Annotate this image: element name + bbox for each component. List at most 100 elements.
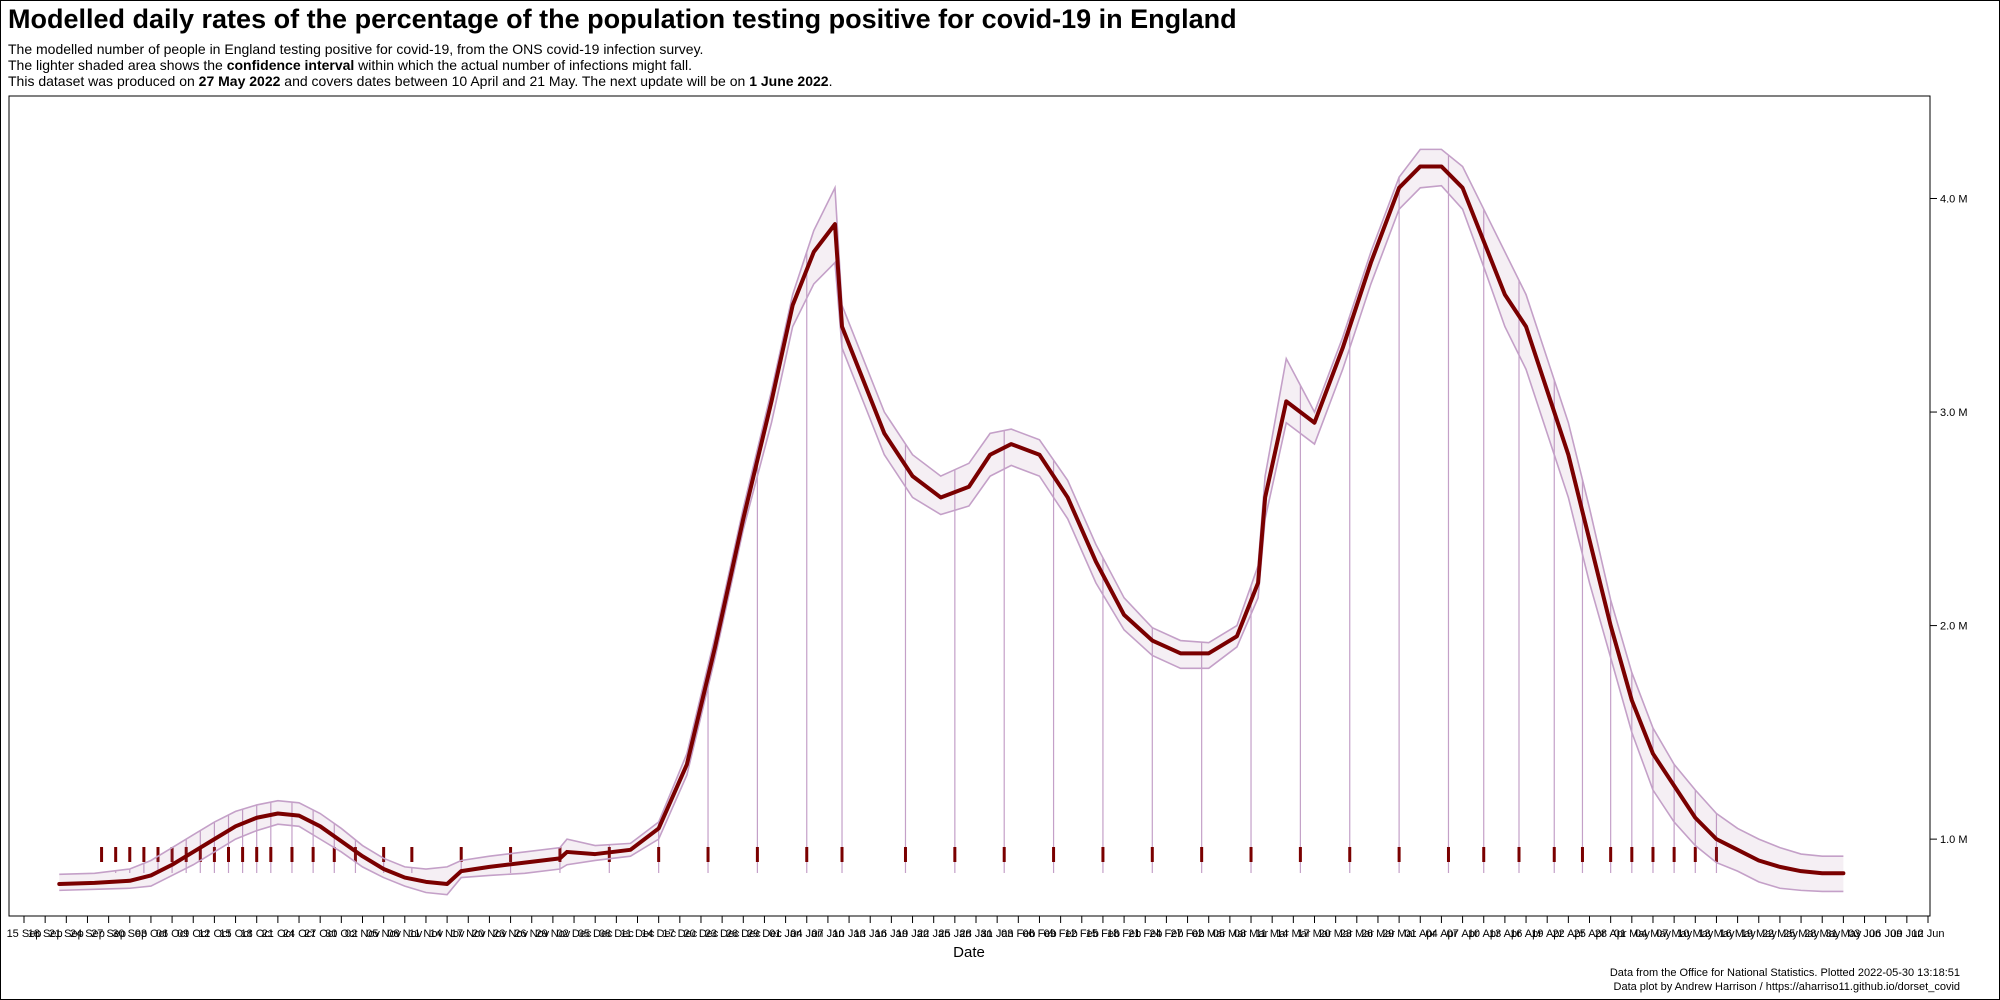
x-tick-label: 18 Feb bbox=[1107, 928, 1141, 940]
x-tick-label: 14 Nov bbox=[430, 928, 465, 940]
footer-credit: Data plot by Andrew Harrison / https://a… bbox=[1613, 981, 1960, 993]
x-tick-label: 01 Apr bbox=[1404, 928, 1436, 940]
x-tick-label: 12 Jun bbox=[1911, 928, 1944, 940]
x-tick-label: 26 Nov bbox=[514, 928, 549, 940]
x-tick-label: 14 Dec bbox=[641, 928, 676, 940]
x-tick-label: 23 Nov bbox=[493, 928, 528, 940]
x-tick-label: 02 Dec bbox=[557, 928, 592, 940]
x-tick-label: 20 Nov bbox=[472, 928, 507, 940]
ci-lower-line bbox=[59, 184, 1844, 896]
x-tick-label: 22 May bbox=[1762, 928, 1799, 940]
x-tick-label: 15 Feb bbox=[1086, 928, 1120, 940]
x-tick-label: 13 Apr bbox=[1489, 928, 1521, 940]
x-tick-label: 29 Mar bbox=[1382, 928, 1417, 940]
x-tick-label: 19 May bbox=[1741, 928, 1778, 940]
estimate-series bbox=[57, 164, 1846, 886]
x-tick-label: 05 Mar bbox=[1213, 928, 1248, 940]
y-tick-label: 2.0 M bbox=[1940, 621, 1968, 633]
x-tick-label: 07 Apr bbox=[1447, 928, 1479, 940]
ci-upper-line bbox=[59, 148, 1844, 876]
x-tick-label: 03 Oct bbox=[135, 928, 167, 940]
x-tick-label: 14 Mar bbox=[1276, 928, 1311, 940]
footer-source: Data from the Office for National Statis… bbox=[1609, 967, 1960, 979]
x-tick-label: 19 Apr bbox=[1531, 928, 1563, 940]
x-tick-label: 30 Sep bbox=[112, 928, 147, 940]
plot-panel bbox=[8, 95, 1931, 917]
x-tick-label: 16 May bbox=[1720, 928, 1757, 940]
x-tick-label: 06 Feb bbox=[1022, 928, 1056, 940]
x-tick-label: 04 May bbox=[1635, 928, 1672, 940]
y-tick-label: 4.0 M bbox=[1940, 194, 1968, 206]
x-tick-label: 26 Mar bbox=[1361, 928, 1396, 940]
x-tick-label: 19 Jan bbox=[896, 928, 929, 940]
x-tick-label: 01 Jan bbox=[769, 928, 802, 940]
x-tick-label: 08 Dec bbox=[599, 928, 634, 940]
x-tick-label: 30 Oct bbox=[325, 928, 357, 940]
subtitle-line-3: This dataset was produced on 27 May 2022… bbox=[8, 73, 833, 89]
x-tick-label: 26 Dec bbox=[726, 928, 761, 940]
x-tick-label: 10 May bbox=[1677, 928, 1714, 940]
x-tick-label: 20 Mar bbox=[1319, 928, 1354, 940]
x-tick-label: 28 May bbox=[1804, 928, 1841, 940]
x-tick-label: 27 Oct bbox=[304, 928, 336, 940]
chart-title: Modelled daily rates of the percentage o… bbox=[8, 4, 1237, 34]
ci-band bbox=[59, 149, 1844, 895]
x-tick-label: 29 Nov bbox=[535, 928, 570, 940]
x-tick-label: 04 Apr bbox=[1426, 928, 1458, 940]
x-tick-label: 23 Mar bbox=[1340, 928, 1375, 940]
x-tick-label: 03 Jun bbox=[1848, 928, 1881, 940]
footer: Data from the Office for National Statis… bbox=[1610, 966, 1960, 994]
x-tick-label: 12 Feb bbox=[1065, 928, 1099, 940]
subtitle-line-2: The lighter shaded area shows the confid… bbox=[8, 57, 693, 73]
x-tick-label: 31 May bbox=[1825, 928, 1862, 940]
x-tick-label: 17 Nov bbox=[451, 928, 486, 940]
sample-markers bbox=[100, 155, 1718, 873]
x-tick-label: 16 Jan bbox=[875, 928, 908, 940]
x-tick-label: 06 Oct bbox=[156, 928, 188, 940]
x-tick-label: 25 Apr bbox=[1574, 928, 1606, 940]
x-tick-label: 28 Jan bbox=[959, 928, 992, 940]
confidence-interval bbox=[59, 148, 1844, 896]
x-tick-label: 24 Feb bbox=[1149, 928, 1183, 940]
x-tick-label: 01 May bbox=[1614, 928, 1651, 940]
x-tick-label: 09 Oct bbox=[177, 928, 209, 940]
subtitle-line-1: The modelled number of people in England… bbox=[8, 41, 704, 57]
x-tick-label: 15 Oct bbox=[219, 928, 251, 940]
x-tick-label: 09 Feb bbox=[1043, 928, 1077, 940]
x-tick-label: 02 Nov bbox=[345, 928, 380, 940]
x-tick-label: 21 Oct bbox=[262, 928, 294, 940]
chart-subtitle: The modelled number of people in England… bbox=[8, 41, 832, 89]
x-tick-label: 11 Mar bbox=[1255, 928, 1289, 940]
x-tick-label: 25 Jan bbox=[938, 928, 971, 940]
x-axis-title: Date bbox=[953, 944, 985, 961]
x-tick-label: 15 Sep bbox=[7, 928, 42, 940]
x-tick-label: 13 May bbox=[1698, 928, 1735, 940]
x-tick-label: 22 Jan bbox=[917, 928, 950, 940]
x-tick-label: 12 Oct bbox=[198, 928, 230, 940]
x-tick-label: 22 Apr bbox=[1552, 928, 1584, 940]
x-tick-label: 05 Dec bbox=[578, 928, 613, 940]
x-tick-label: 29 Dec bbox=[747, 928, 782, 940]
x-tick-label: 13 Jan bbox=[854, 928, 887, 940]
x-tick-label: 27 Sep bbox=[91, 928, 126, 940]
x-tick-label: 25 May bbox=[1783, 928, 1820, 940]
x-tick-label: 08 Mar bbox=[1234, 928, 1269, 940]
x-tick-label: 04 Jan bbox=[790, 928, 823, 940]
x-tick-label: 16 Apr bbox=[1510, 928, 1542, 940]
x-tick-label: 18 Oct bbox=[241, 928, 273, 940]
x-tick-label: 17 Dec bbox=[662, 928, 697, 940]
x-tick-label: 23 Dec bbox=[705, 928, 740, 940]
x-tick-label: 05 Nov bbox=[366, 928, 401, 940]
x-tick-label: 20 Dec bbox=[684, 928, 719, 940]
y-axis: 1.0 M 2.0 M 3.0 M 4.0 M bbox=[1930, 194, 1968, 846]
x-tick-label: 09 Jun bbox=[1890, 928, 1923, 940]
x-tick-label: 28 Apr bbox=[1595, 928, 1627, 940]
x-tick-label: 03 Feb bbox=[1001, 928, 1035, 940]
x-tick-label: 11 Dec bbox=[620, 928, 655, 940]
x-tick-label: 02 Mar bbox=[1192, 928, 1227, 940]
y-tick-label: 1.0 M bbox=[1940, 834, 1968, 846]
x-tick-label: 10 Jan bbox=[833, 928, 866, 940]
y-tick-label: 3.0 M bbox=[1940, 407, 1968, 419]
